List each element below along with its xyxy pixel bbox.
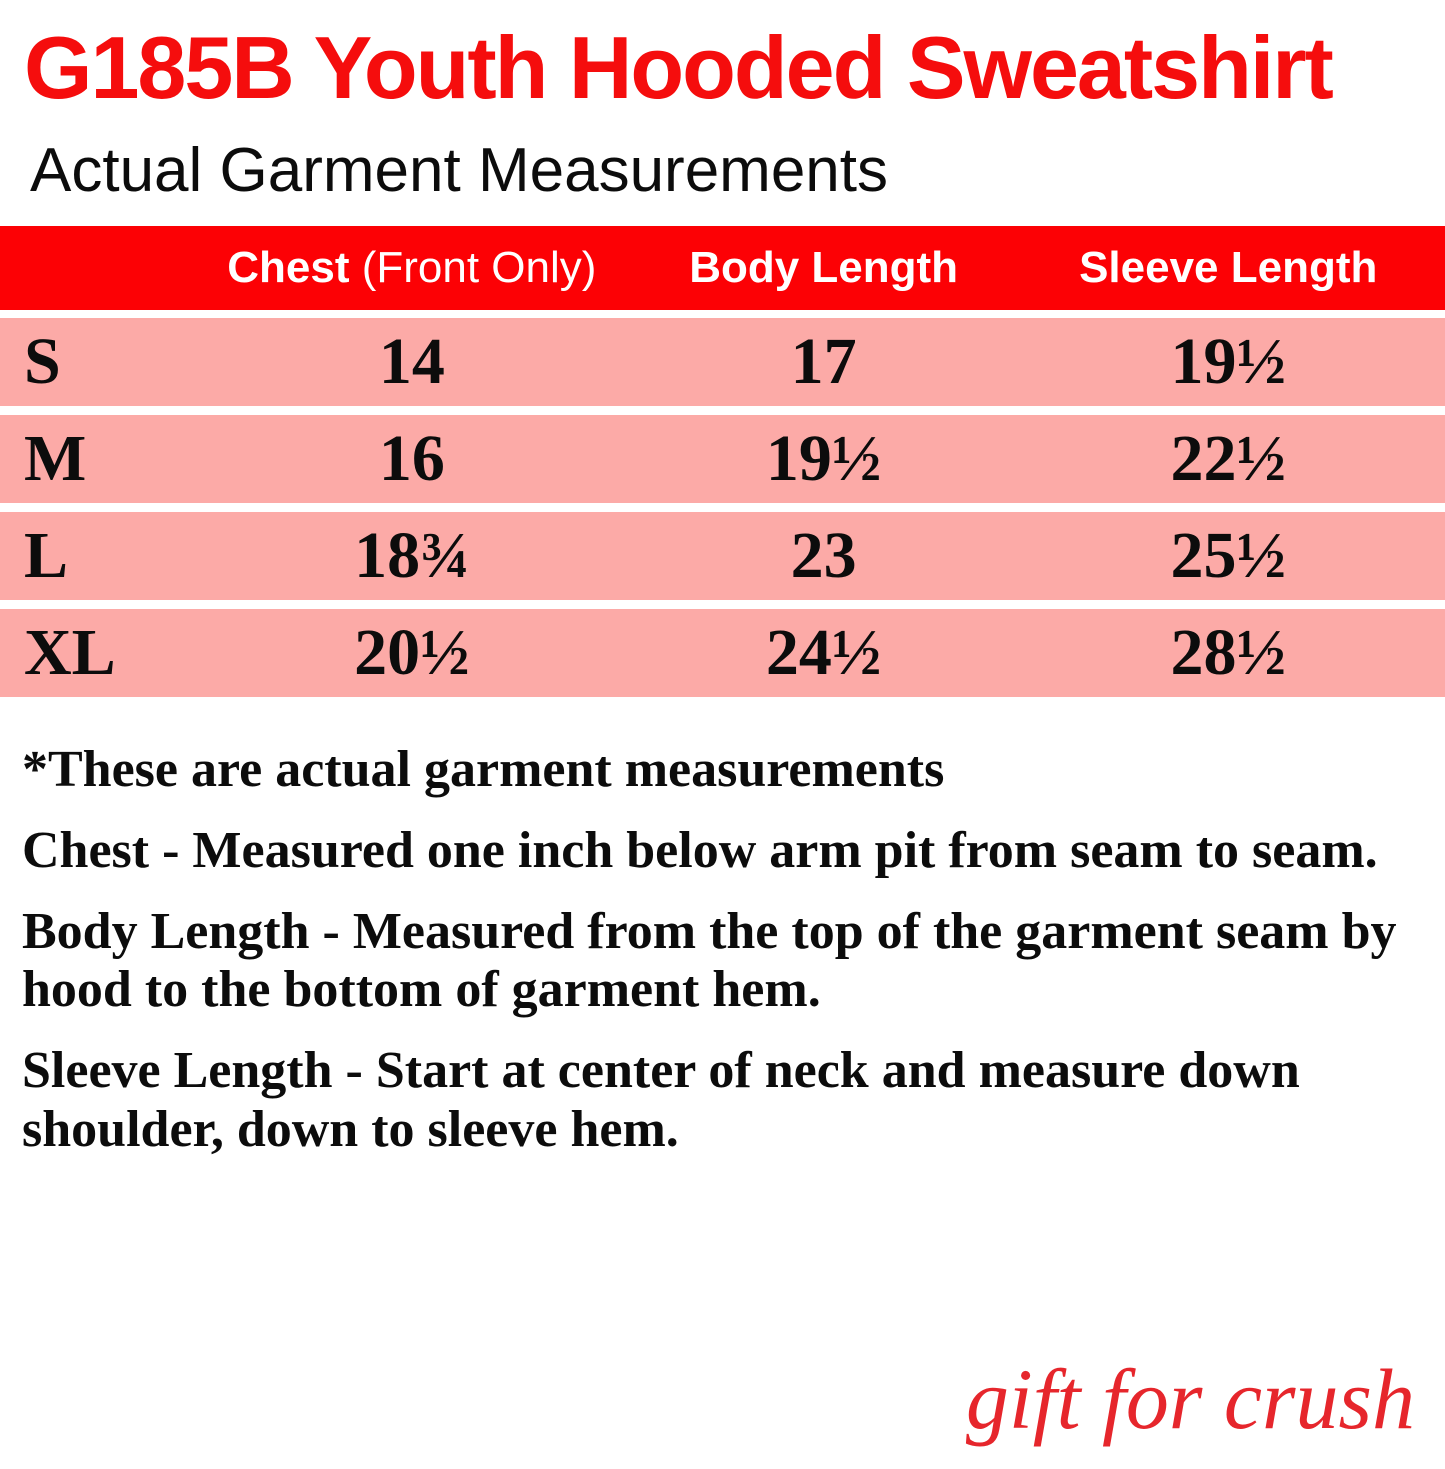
- size-label: S: [24, 325, 61, 398]
- notes-section: *These are actual garment measurements C…: [22, 741, 1425, 1160]
- note-line-sleeve-length: Sleeve Length - Start at center of neck …: [22, 1042, 1300, 1158]
- watermark-text: gift for crush: [965, 1351, 1415, 1448]
- body-length-value: 24½: [765, 616, 882, 689]
- table-row-l: L 18¾ 23 25½: [0, 512, 1445, 600]
- chest-value: 20½: [354, 616, 470, 689]
- page-subtitle: Actual Garment Measurements: [30, 136, 889, 205]
- body-length-value: 17: [790, 325, 857, 398]
- header-cell-body-length: Body Length: [689, 243, 959, 292]
- chest-value: 14: [378, 325, 445, 398]
- body-length-value: 19½: [765, 422, 882, 495]
- chest-value: 18¾: [354, 519, 470, 592]
- table-row-m: M 16 19½ 22½: [0, 415, 1445, 503]
- size-chart-table: Chest (Front Only) Body Length Sleeve Le…: [0, 226, 1445, 697]
- table-row-s: S 14 17 19½: [0, 318, 1445, 406]
- header-cell-sleeve-length: Sleeve Length: [1079, 243, 1378, 292]
- sleeve-length-value: 19½: [1170, 325, 1286, 398]
- sleeve-length-value: 22½: [1170, 422, 1286, 495]
- header-chest-note: (Front Only): [349, 243, 597, 292]
- header-cell-chest: Chest (Front Only): [188, 243, 636, 293]
- sleeve-length-value: 28½: [1170, 616, 1286, 689]
- note-line-body-length: Body Length - Measured from the top of t…: [22, 902, 1397, 1019]
- page-title: G185B Youth Hooded Sweatshirt: [24, 18, 1334, 117]
- chest-value: 16: [378, 422, 445, 495]
- size-chart-header-row: Chest (Front Only) Body Length Sleeve Le…: [0, 226, 1445, 310]
- note-line-asterisk: *These are actual garment measurements: [22, 741, 945, 798]
- header-chest-label: Chest: [227, 243, 350, 292]
- size-label: M: [24, 422, 87, 495]
- size-label: L: [24, 519, 69, 592]
- table-row-xl: XL 20½ 24½ 28½: [0, 609, 1445, 697]
- body-length-value: 23: [790, 519, 857, 592]
- sleeve-length-value: 25½: [1170, 519, 1286, 592]
- size-label: XL: [24, 616, 116, 689]
- note-line-chest: Chest - Measured one inch below arm pit …: [22, 821, 1378, 879]
